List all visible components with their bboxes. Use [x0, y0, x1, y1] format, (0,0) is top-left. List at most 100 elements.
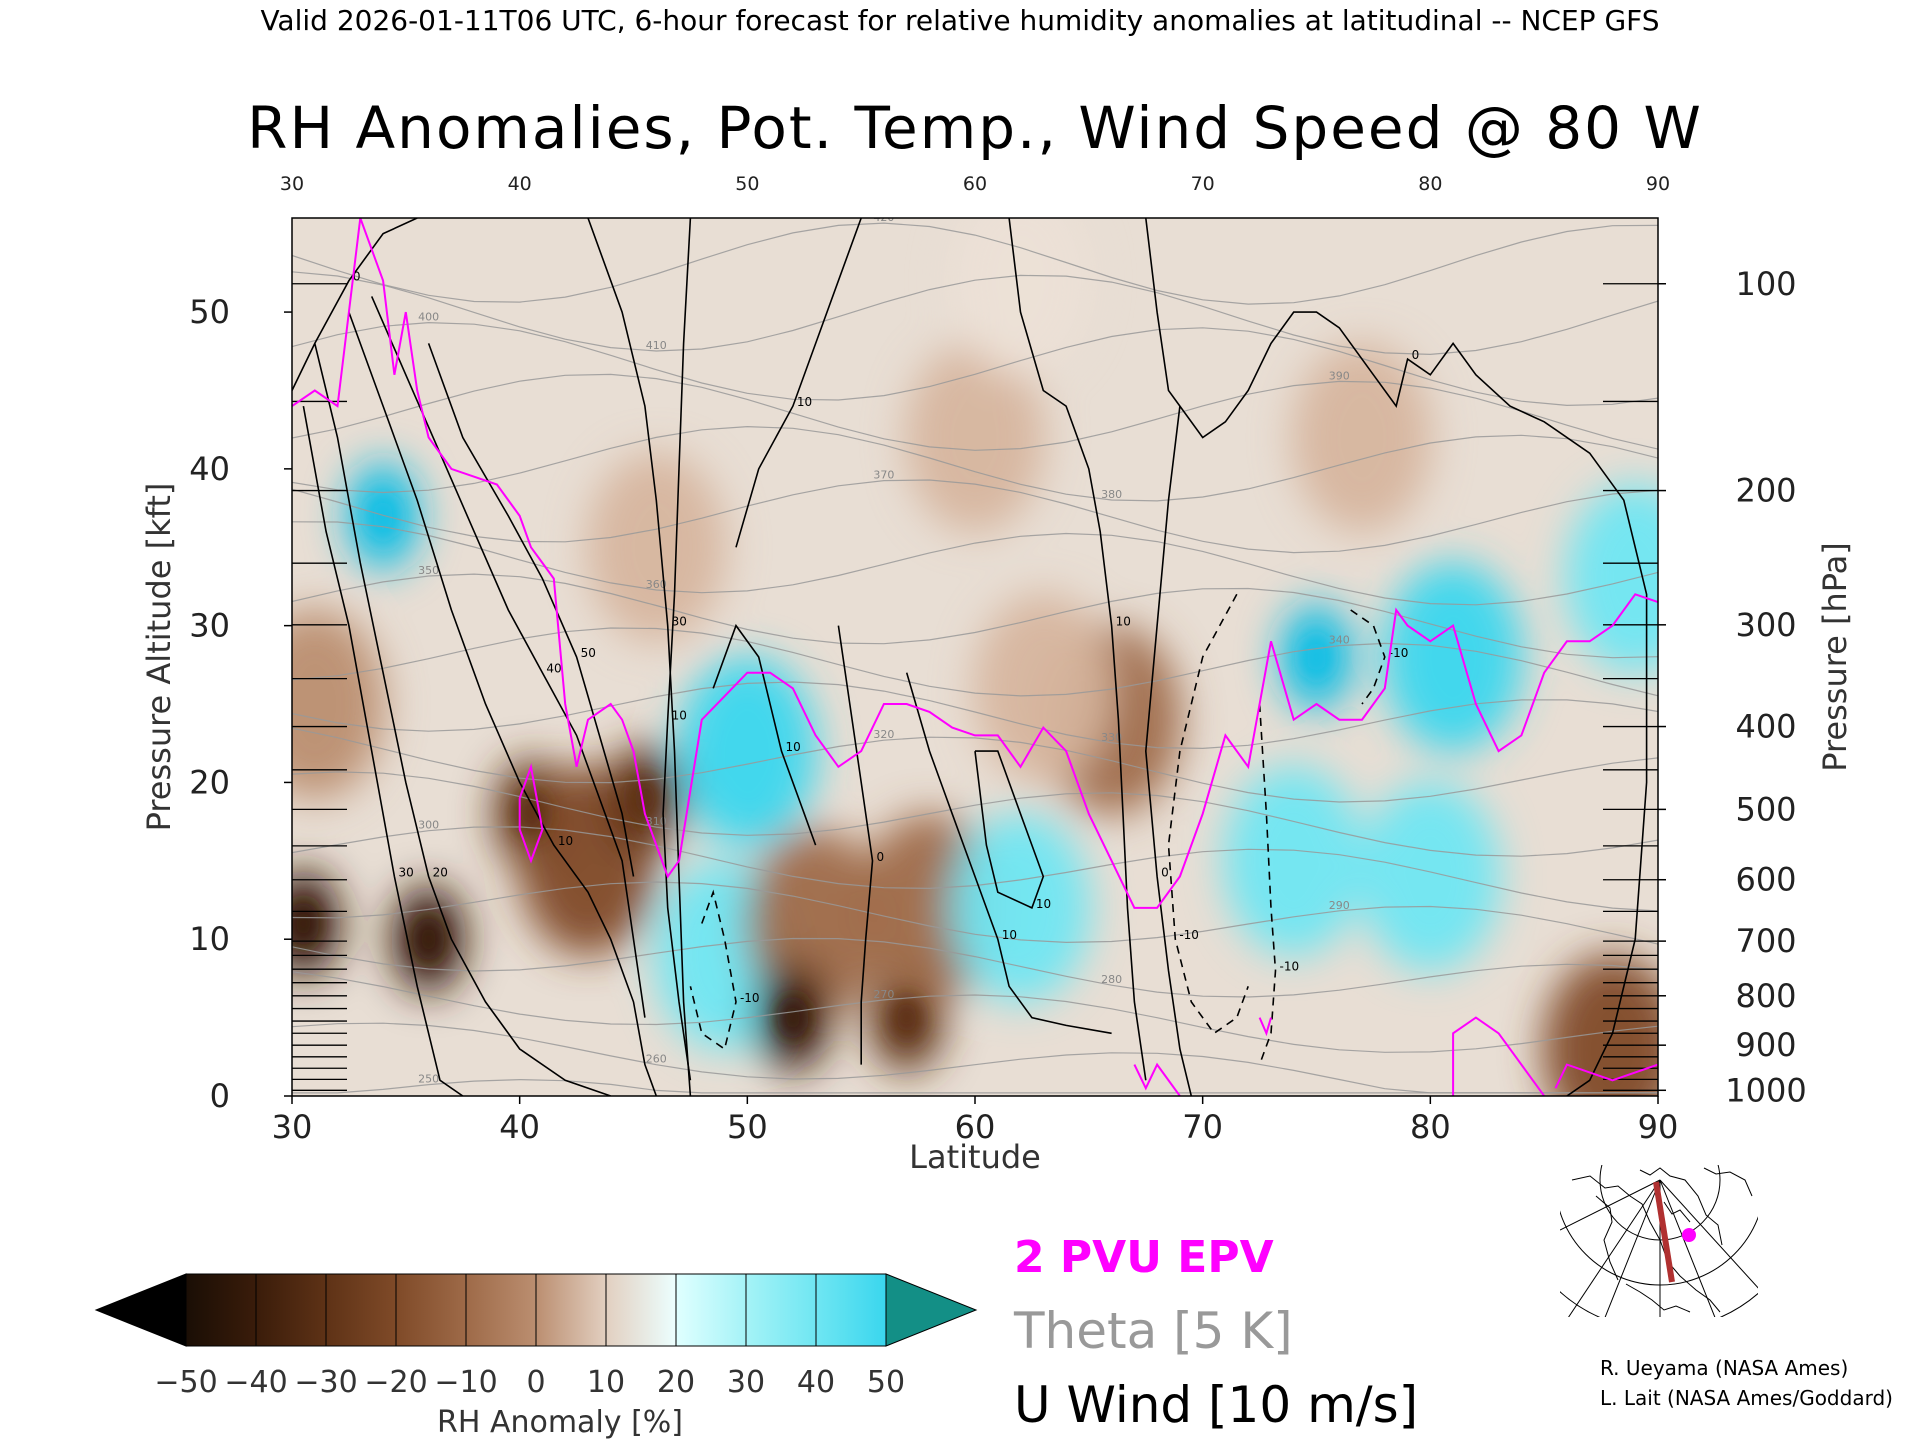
rh-feature-18: [1383, 562, 1524, 752]
legend-epv: 2 PVU EPV: [1014, 1232, 1274, 1283]
p-tick-600: 600: [1735, 861, 1796, 899]
theta-400: [292, 321, 1658, 407]
epv-main-line: [292, 218, 1658, 909]
y-axis: 0 10 20 30 40 50: [189, 293, 292, 1115]
y-axis-label: Pressure Altitude [kft]: [140, 483, 178, 832]
y-tick-30: 30: [189, 607, 230, 645]
uwind-contour-0: [302, 405, 464, 1096]
rh-core-10: [776, 995, 809, 1040]
theta-330: [292, 681, 1658, 750]
colorbar-tick-10: 10: [587, 1365, 625, 1400]
theta-380: [292, 425, 1658, 502]
colorbar-segment-4: [465, 1273, 537, 1347]
colorbar-label: RH Anomaly [%]: [437, 1405, 683, 1440]
uwind-contours: 30 20 10 40 50 0 30 10 10 10 0 10 10 10 0 0 -10 -10 -10 -10: [292, 218, 1648, 1096]
theta-label-330: 330: [1101, 731, 1122, 744]
rh-feature-21: [1542, 953, 1658, 1096]
uwind-label-4: 50: [581, 646, 596, 660]
uwind-dashed-3: [689, 889, 737, 1051]
rh-core-4: [515, 791, 548, 836]
uwind-contour-13: [1008, 218, 1147, 1081]
theta-label-390: 390: [1329, 369, 1350, 382]
colorbar-tick-20: 20: [657, 1365, 695, 1400]
p-tick-100: 100: [1735, 265, 1796, 303]
uwind-dashed-1: [1258, 703, 1277, 1065]
theta-label-320: 320: [873, 728, 894, 741]
uwind-dashed-0: [1167, 593, 1249, 1035]
theta-360: [292, 521, 1658, 606]
rh-feature-13: [950, 812, 1091, 1003]
colorbar-segment-8: [745, 1273, 817, 1347]
y-tick-50: 50: [189, 293, 230, 331]
credit-1: R. Ueyama (NASA Ames): [1600, 1356, 1848, 1380]
epv-segment-2: [1133, 1062, 1181, 1096]
theta-label-360: 360: [646, 578, 667, 591]
p-tick-900: 900: [1735, 1026, 1796, 1064]
uwind-label-6: 30: [672, 615, 687, 629]
rh-feature-23: [586, 452, 727, 643]
theta-label-260: 260: [646, 1053, 667, 1066]
x-axis-top: 30 40 50 60 70 80 90: [280, 173, 1670, 195]
theta-320: [292, 727, 1658, 803]
uwind-dashed-label-3: -10: [740, 991, 760, 1005]
colorbar-segment-2: [325, 1273, 397, 1347]
theta-340: [292, 627, 1658, 697]
y-tick-40: 40: [189, 450, 230, 488]
theta-label-410: 410: [646, 339, 667, 352]
colorbar: −50 −40 −30 −20 −10 0 10 20 30 40 50: [94, 1273, 978, 1400]
uwind-label-12: 10: [1036, 897, 1051, 911]
uwind-dashed-label-1: -10: [1280, 960, 1300, 974]
uwind-label-10: 0: [877, 850, 885, 864]
epv-segment-3: [1452, 1016, 1546, 1096]
theta-label-400: 400: [418, 311, 439, 324]
theta-label-340: 340: [1329, 634, 1350, 647]
colorbar-tick-30: 30: [727, 1365, 765, 1400]
rh-feature-7: [677, 656, 818, 847]
pressure-level-markers: [292, 283, 1658, 1091]
colorbar-segment-3: [395, 1273, 467, 1347]
theta-390: [292, 373, 1658, 451]
colorbar-segment-6: [605, 1273, 677, 1347]
rh-feature-1: [292, 609, 385, 800]
uwind-contour-11: [905, 672, 1112, 1035]
uwind-contour-14: [1145, 218, 1648, 1096]
p-tick-300: 300: [1735, 606, 1796, 644]
p-tick-800: 800: [1735, 977, 1796, 1015]
locator-map: [1560, 1165, 1758, 1317]
x-top-tick-50: 50: [735, 173, 759, 195]
epv-2pvu-line: [292, 218, 1658, 1096]
x-tick-40: 40: [499, 1108, 540, 1146]
uwind-label-14: 0: [1412, 348, 1420, 362]
colorbar-tick--10: −10: [434, 1365, 497, 1400]
theta-350: [292, 573, 1658, 659]
uwind-dashed-2: [1350, 609, 1386, 705]
uwind-contour-12: [974, 750, 1045, 909]
theta-label-300: 300: [418, 819, 439, 832]
rh-anomaly-field: [292, 218, 1658, 1096]
uwind-label-5: 0: [353, 270, 361, 284]
y-tick-0: 0: [210, 1077, 230, 1115]
uwind-contour-8: [712, 623, 817, 846]
pressure-axis-label: Pressure [hPa]: [1816, 542, 1854, 772]
uwind-contour-2: [348, 311, 658, 1096]
rh-anomaly-cores: [292, 493, 1333, 1040]
rh-core-6: [628, 776, 661, 821]
theta-label-280: 280: [1101, 973, 1122, 986]
x-top-tick-70: 70: [1191, 173, 1215, 195]
x-top-tick-60: 60: [963, 173, 987, 195]
epv-segment-0: [518, 762, 544, 864]
p-tick-700: 700: [1735, 922, 1796, 960]
rh-feature-24: [1292, 342, 1433, 533]
x-tick-50: 50: [727, 1108, 768, 1146]
legend-theta: Theta [5 K]: [1013, 1302, 1293, 1360]
uwind-label-7: 10: [672, 709, 687, 723]
x-top-tick-40: 40: [508, 173, 532, 195]
location-marker: [1682, 1228, 1696, 1242]
x-tick-90: 90: [1638, 1108, 1679, 1146]
y-tick-10: 10: [189, 920, 230, 958]
colorbar-segment-9: [815, 1273, 887, 1347]
theta-270: [292, 971, 1658, 1053]
credit-2: L. Lait (NASA Ames/Goddard): [1600, 1386, 1893, 1410]
